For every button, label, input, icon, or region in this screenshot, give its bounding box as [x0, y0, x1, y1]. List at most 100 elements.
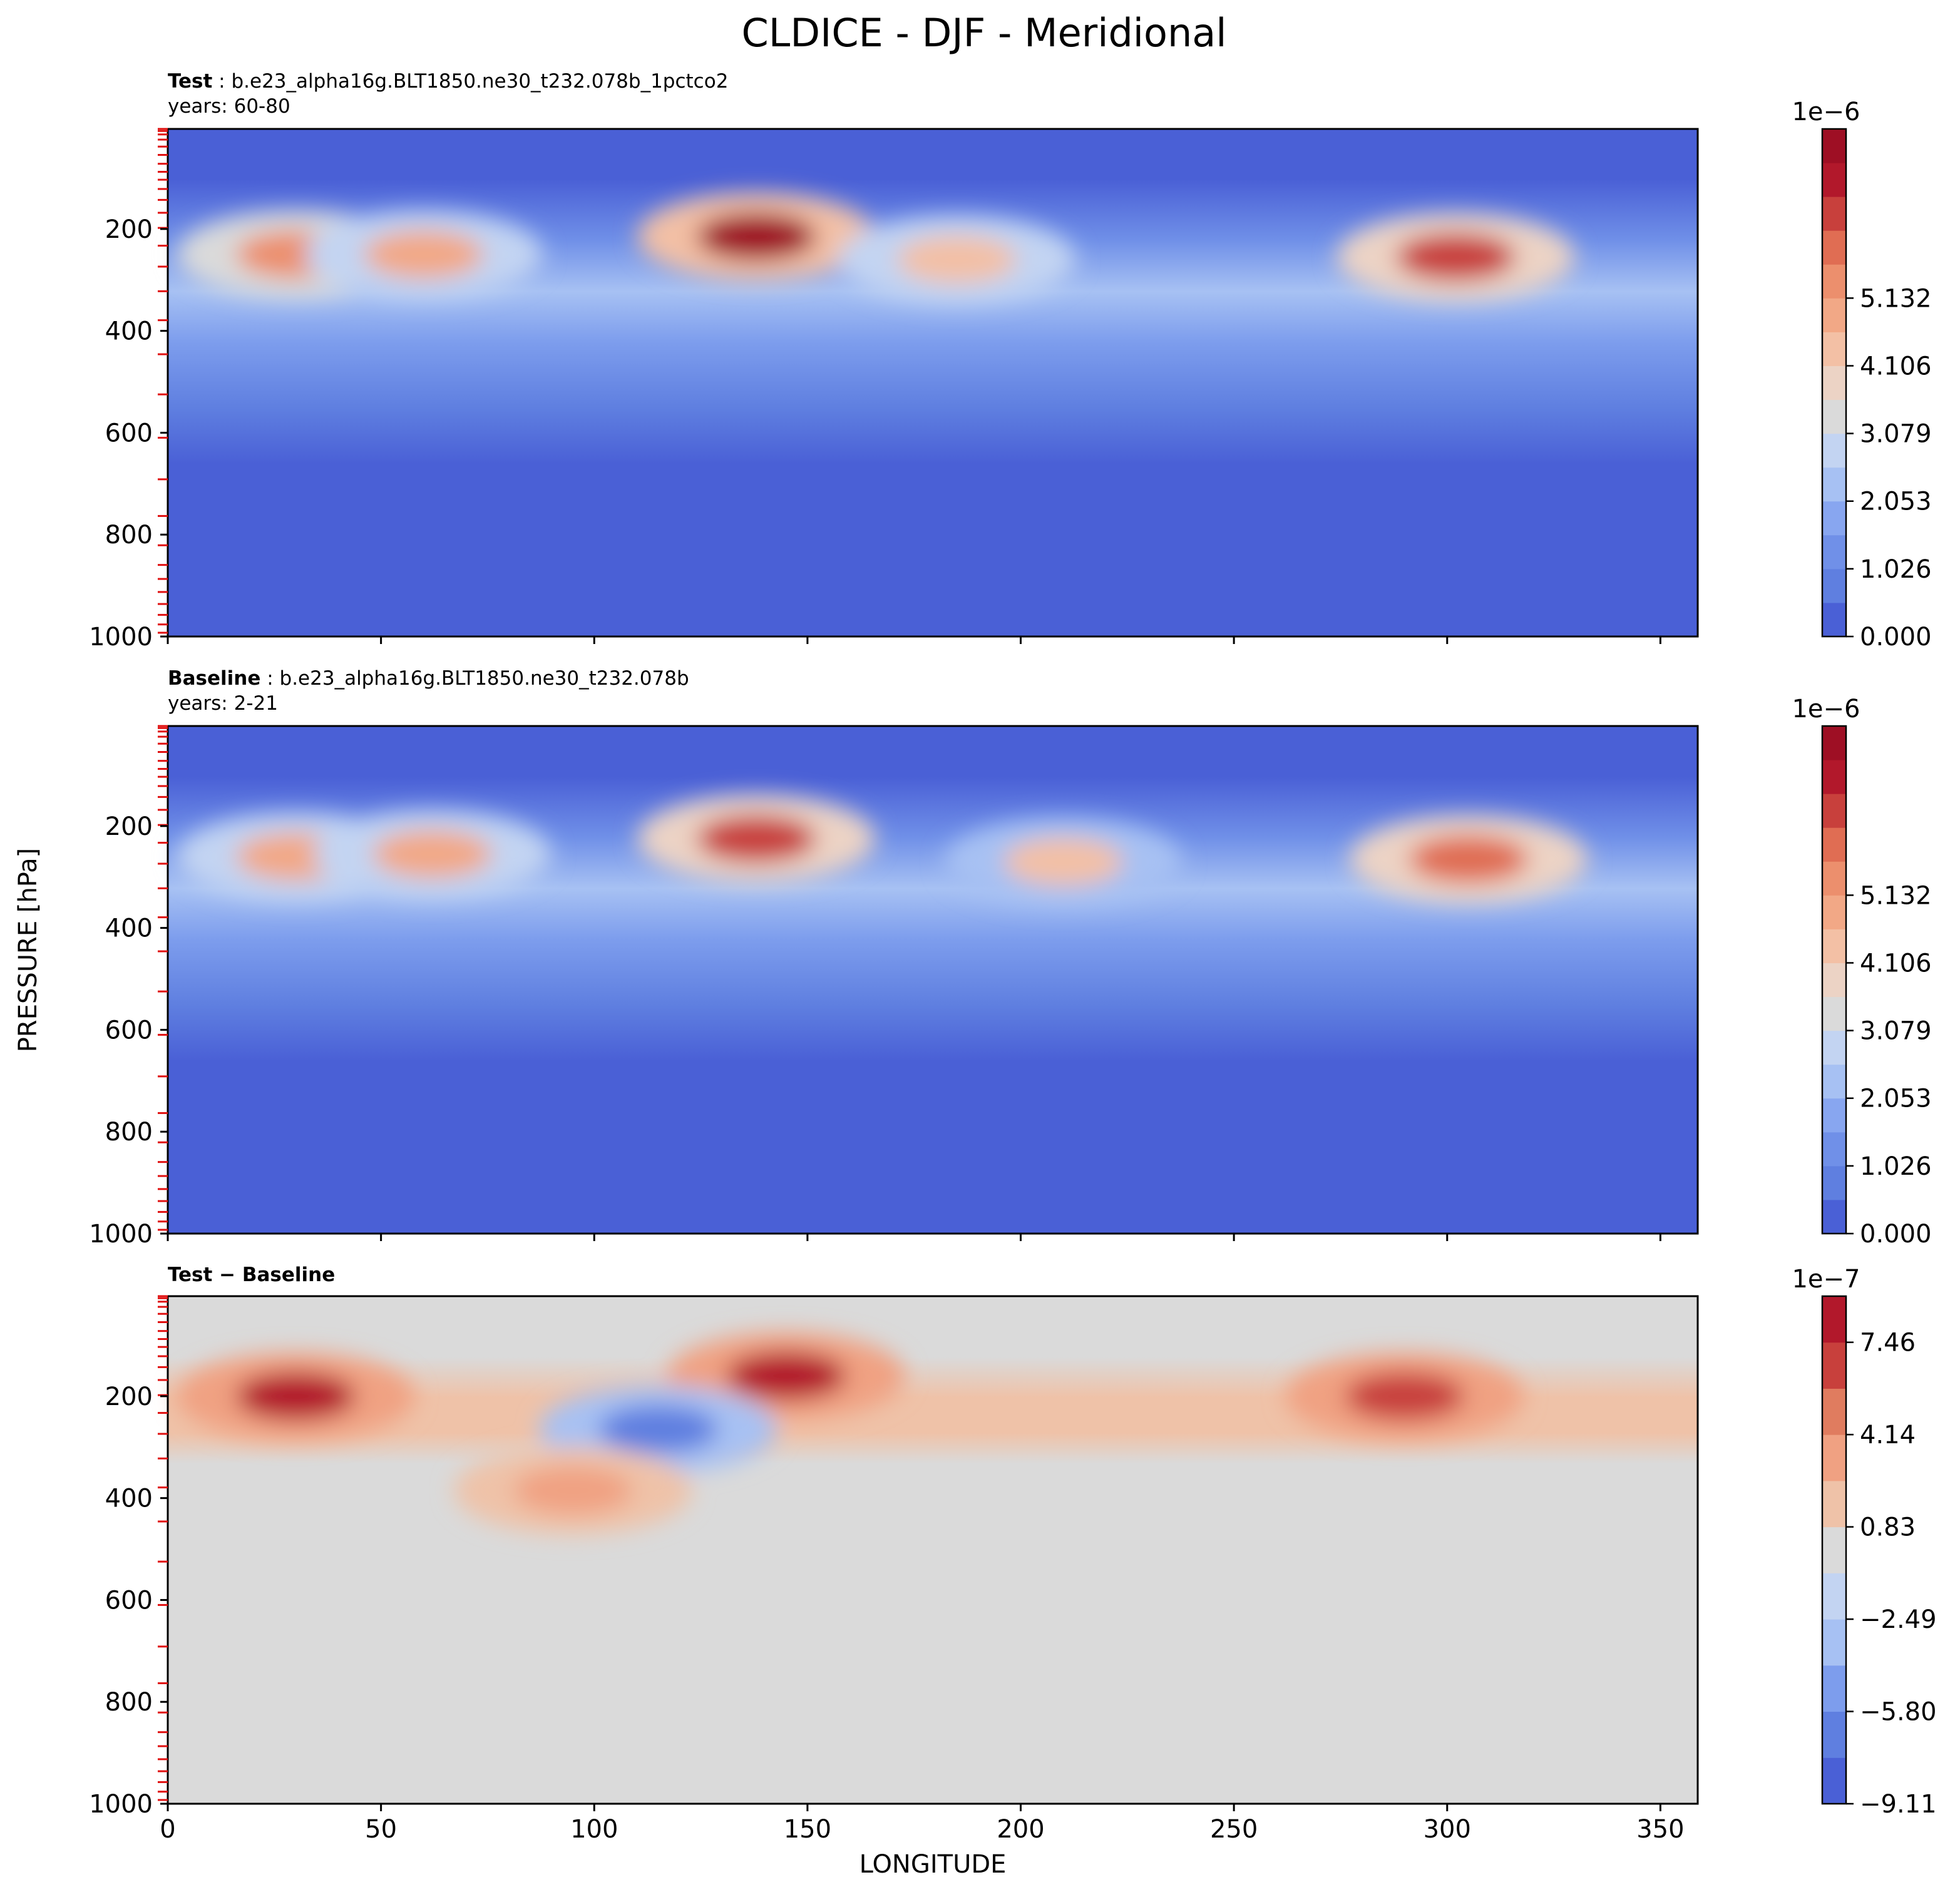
colorbar-level — [1822, 895, 1846, 929]
y-tick-label: 1000 — [89, 1790, 153, 1819]
y-tick-label: 1000 — [89, 1220, 153, 1249]
colorbar-level — [1822, 996, 1846, 1031]
panel-baseline: 200 400 600 800 1000 Baseline : b.e23_alpha16… — [89, 667, 1931, 1249]
colorbar-tick-label: 1.026 — [1860, 555, 1932, 584]
colorbar-level — [1822, 568, 1846, 603]
field-blob-core — [1408, 835, 1528, 883]
colorbar-level — [1822, 1434, 1846, 1481]
colorbar-level — [1822, 1199, 1846, 1234]
y-tick-label: 400 — [105, 1485, 153, 1513]
colorbar-tick-label: −9.11 — [1860, 1790, 1937, 1819]
colorbar-tick-label: 5.132 — [1860, 284, 1932, 313]
x-tick-label: 350 — [1636, 1815, 1684, 1844]
colorbar-level — [1822, 501, 1846, 536]
plot-frame — [167, 725, 1699, 1235]
colorbar-tick-label: 4.106 — [1860, 352, 1932, 381]
x-tick-label: 0 — [160, 1815, 175, 1844]
field-blob-core — [1345, 1372, 1464, 1420]
y-tick-label: 600 — [105, 419, 153, 447]
colorbar-exponent: 1e−7 — [1792, 1265, 1860, 1294]
model-level-ticks — [158, 128, 168, 634]
y-tick-label: 200 — [105, 215, 153, 244]
colorbar-level — [1822, 827, 1846, 862]
field-blob-core — [697, 815, 816, 863]
x-tick-label: 150 — [784, 1815, 831, 1844]
field-background — [168, 726, 1698, 1234]
colorbar-tick-label: 3.079 — [1860, 420, 1932, 449]
panel-label: Baseline : b.e23_alpha16g.BLT1850.ne30_t… — [168, 667, 689, 690]
x-tick-label: 200 — [997, 1815, 1044, 1844]
colorbar-level — [1822, 230, 1846, 265]
x-tick-label: 100 — [570, 1815, 618, 1844]
colorbar-level — [1822, 534, 1846, 570]
model-level-ticks — [158, 725, 168, 1231]
field-blob-core — [236, 1372, 356, 1420]
colorbar-level — [1822, 794, 1846, 828]
colorbar-level — [1822, 433, 1846, 468]
panel-label-text: : b.e23_alpha16g.BLT1850.ne30_t232.078b — [260, 667, 689, 690]
y-tick-label: 200 — [105, 1383, 153, 1411]
panel-label-bold: Test − Baseline — [168, 1264, 335, 1286]
field-blob-core — [697, 213, 816, 261]
field-blob-core — [364, 230, 483, 279]
colorbar-level — [1822, 1064, 1846, 1099]
colorbar-frame — [1821, 128, 1847, 638]
colorbar-tick-label: 5.132 — [1860, 881, 1932, 910]
colorbar-level — [1822, 929, 1846, 963]
colorbar-level — [1822, 399, 1846, 434]
panel-years: years: 60-80 — [168, 95, 290, 118]
colorbar-level — [1822, 1526, 1846, 1573]
colorbar-tick-label: 0.000 — [1860, 1220, 1932, 1249]
x-tick-label: 250 — [1210, 1815, 1258, 1844]
plot-frame — [167, 1295, 1699, 1805]
y-tick-label: 800 — [105, 1688, 153, 1717]
y-tick-label: 1000 — [89, 623, 153, 652]
colorbar-level — [1822, 726, 1846, 760]
y-tick-label: 600 — [105, 1016, 153, 1045]
colorbar-tick-label: −2.49 — [1860, 1605, 1937, 1634]
colorbar-level — [1822, 1573, 1846, 1620]
colorbar-frame — [1821, 1295, 1847, 1805]
y-tick-label: 800 — [105, 521, 153, 550]
colorbar-level — [1822, 861, 1846, 896]
colorbar-tick-label: −5.80 — [1860, 1698, 1937, 1727]
y-tick-label: 200 — [105, 812, 153, 841]
x-tick-label: 300 — [1424, 1815, 1471, 1844]
panel-test: 200 400 600 800 1000 Test : b.e23_alpha16g.BL… — [89, 70, 1931, 652]
figure-title: CLDICE - DJF - Meridional — [742, 10, 1227, 56]
colorbar-tick-label: 2.053 — [1860, 1085, 1932, 1113]
colorbar-level — [1822, 298, 1846, 332]
colorbar-level — [1822, 1619, 1846, 1666]
colorbar: 0.000 1.026 2.053 3.079 4.106 5.132 1e−6 — [1792, 695, 1931, 1249]
colorbar-tick-label: 0.83 — [1860, 1513, 1916, 1542]
colorbar-level — [1822, 366, 1846, 401]
model-level-ticks — [158, 1295, 168, 1801]
colorbar-tick-label: 0.000 — [1860, 623, 1932, 652]
colorbar-tick-label: 1.026 — [1860, 1152, 1932, 1181]
colorbar-level — [1822, 1098, 1846, 1133]
field-blob-core — [1396, 233, 1516, 281]
field-blob-core — [897, 235, 1017, 284]
colorbar-level — [1822, 1030, 1846, 1065]
colorbar-level — [1822, 332, 1846, 366]
field-blobs — [177, 193, 1575, 304]
colorbar-level — [1822, 197, 1846, 231]
colorbar-level — [1822, 1132, 1846, 1167]
field-blobs — [177, 795, 1588, 906]
colorbar-level — [1822, 1665, 1846, 1712]
colorbar-level — [1822, 1757, 1846, 1804]
colorbar-level — [1822, 1296, 1846, 1343]
colorbar-level — [1822, 963, 1846, 998]
colorbar-tick-label: 4.106 — [1860, 949, 1932, 978]
colorbar: 0.000 1.026 2.053 3.079 4.106 5.132 1e−6 — [1792, 98, 1931, 652]
field-blob-core — [513, 1466, 633, 1515]
colorbar-level — [1822, 467, 1846, 502]
colorbar-level — [1822, 1388, 1846, 1435]
colorbar-level — [1822, 1165, 1846, 1200]
colorbar-frame — [1821, 725, 1847, 1235]
colorbar-level — [1822, 760, 1846, 794]
y-tick-label: 400 — [105, 914, 153, 943]
